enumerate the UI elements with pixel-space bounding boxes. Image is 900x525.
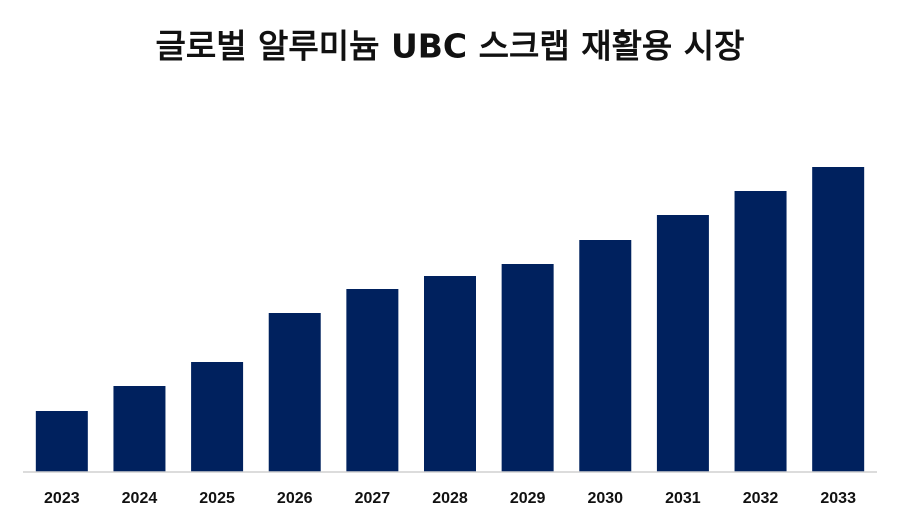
- x-tick-label: 2033: [820, 490, 856, 507]
- x-tick-label: 2028: [432, 490, 468, 507]
- x-tick-label: 2031: [665, 490, 701, 507]
- x-tick-label: 2030: [587, 490, 623, 507]
- chart-title: 글로벌 알루미늄 UBC 스크랩 재활용 시장: [155, 27, 744, 66]
- bar: [346, 289, 399, 472]
- bar: [501, 264, 554, 472]
- bar: [734, 191, 787, 472]
- bar: [579, 240, 632, 472]
- bar: [812, 167, 865, 472]
- bar: [113, 386, 166, 472]
- bar: [191, 362, 244, 472]
- x-tick-label: 2029: [510, 490, 546, 507]
- bar: [35, 411, 88, 472]
- bar: [656, 215, 709, 472]
- bar: [424, 276, 476, 472]
- x-tick-label: 2023: [44, 490, 80, 507]
- x-tick-label: 2027: [355, 490, 391, 507]
- x-tick-label: 2025: [199, 490, 235, 507]
- x-tick-label: 2024: [122, 490, 158, 507]
- bar: [268, 313, 321, 472]
- x-tick-label: 2032: [743, 490, 779, 507]
- x-tick-label: 2026: [277, 490, 313, 507]
